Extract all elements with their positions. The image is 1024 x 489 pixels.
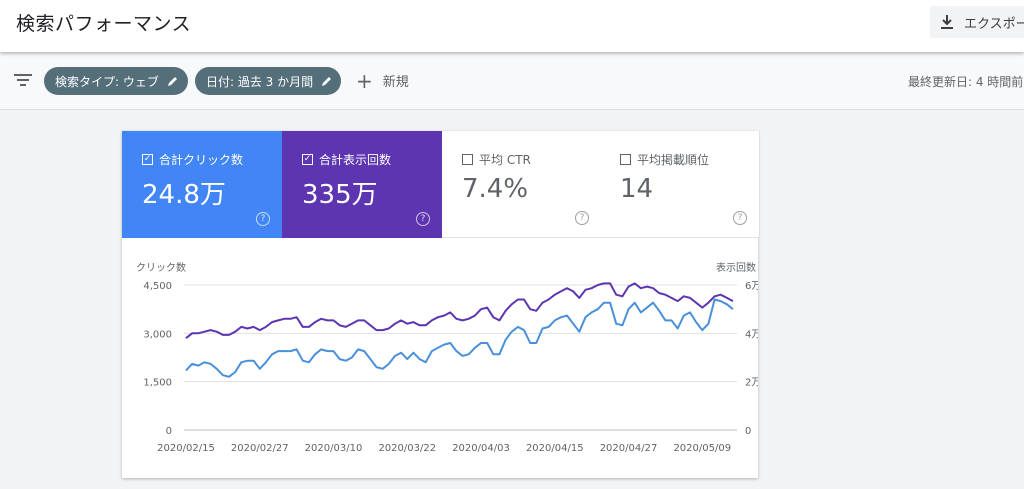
- x-tick-label: 2020/02/27: [231, 443, 289, 454]
- date-range-chip[interactable]: 日付: 過去 3 か月間: [195, 67, 341, 95]
- left-tick-label: 4,500: [143, 281, 172, 292]
- right-tick-label: 6万: [745, 281, 758, 292]
- new-filter-button[interactable]: + 新規: [356, 68, 409, 93]
- search-type-chip[interactable]: 検索タイプ: ウェブ: [44, 67, 188, 95]
- metric-average-ctr[interactable]: 平均 CTR 7.4% ?: [442, 131, 602, 238]
- metric-total-clicks[interactable]: ✓ 合計クリック数 24.8万 ?: [122, 131, 282, 238]
- checkbox-unchecked-icon[interactable]: [620, 154, 631, 165]
- edit-icon[interactable]: [167, 75, 179, 87]
- page-title: 検索パフォーマンス: [16, 13, 192, 35]
- performance-card: ✓ 合計クリック数 24.8万 ? ✓ 合計表示回数 335万 ? 平均 CTR…: [122, 131, 760, 478]
- impressions-series-line[interactable]: [185, 282, 734, 339]
- edit-icon[interactable]: [321, 75, 333, 87]
- help-icon[interactable]: ?: [416, 212, 430, 226]
- metric-label: 合計クリック数: [159, 153, 244, 167]
- right-tick-label: 2万: [745, 378, 758, 389]
- chip-label: 検索タイプ: ウェブ: [55, 74, 159, 89]
- left-tick-label: 0: [166, 426, 172, 437]
- x-tick-label: 2020/03/22: [378, 443, 436, 454]
- filter-icon[interactable]: [14, 73, 32, 87]
- help-icon[interactable]: ?: [256, 212, 270, 226]
- export-button[interactable]: エクスポート: [930, 6, 1024, 38]
- help-icon[interactable]: ?: [733, 211, 747, 225]
- x-tick-label: 2020/04/03: [452, 443, 510, 454]
- last-updated-text: 最終更新日: 4 時間前: [908, 75, 1024, 89]
- top-bar: 検索パフォーマンス エクスポート: [0, 0, 1024, 52]
- checkbox-checked-icon[interactable]: ✓: [302, 154, 313, 165]
- checkbox-checked-icon[interactable]: ✓: [142, 154, 153, 165]
- right-axis-label: 表示回数: [716, 261, 756, 274]
- x-tick-label: 2020/03/10: [305, 443, 363, 454]
- metric-label: 平均掲載順位: [637, 153, 710, 167]
- x-tick-label: 2020/02/15: [157, 443, 215, 454]
- chip-label: 日付: 過去 3 か月間: [206, 74, 314, 89]
- left-tick-label: 3,000: [143, 329, 172, 340]
- download-icon: [941, 15, 953, 29]
- left-axis-label: クリック数: [136, 261, 186, 274]
- checkbox-unchecked-icon[interactable]: [462, 154, 473, 165]
- metric-label: 合計表示回数: [319, 153, 392, 167]
- filter-bar: 検索タイプ: ウェブ 日付: 過去 3 か月間 + 新規 最終更新日: 4 時間…: [0, 52, 1024, 110]
- metric-value: 14: [620, 174, 654, 204]
- plus-icon: +: [356, 68, 373, 93]
- metric-value: 7.4%: [462, 174, 529, 204]
- help-icon[interactable]: ?: [575, 211, 589, 225]
- performance-chart[interactable]: クリック数 表示回数 4,500 6万 3,000 4万 1,500 2万 0 0 2020/0…: [122, 131, 758, 478]
- right-tick-label: 4万: [745, 329, 758, 340]
- clicks-series-line[interactable]: [185, 298, 734, 378]
- export-label: エクスポート: [964, 16, 1024, 32]
- right-tick-label: 0: [745, 426, 751, 437]
- metric-total-impressions[interactable]: ✓ 合計表示回数 335万 ?: [282, 131, 442, 238]
- metric-value: 335万: [302, 180, 378, 210]
- left-tick-label: 1,500: [143, 378, 172, 389]
- metric-value: 24.8万: [142, 180, 226, 210]
- new-filter-label: 新規: [382, 75, 409, 90]
- metric-average-position[interactable]: 平均掲載順位 14 ?: [600, 131, 760, 238]
- x-tick-label: 2020/05/09: [673, 443, 731, 454]
- x-tick-label: 2020/04/27: [600, 443, 658, 454]
- metric-label: 平均 CTR: [479, 153, 531, 167]
- x-tick-label: 2020/04/15: [526, 443, 584, 454]
